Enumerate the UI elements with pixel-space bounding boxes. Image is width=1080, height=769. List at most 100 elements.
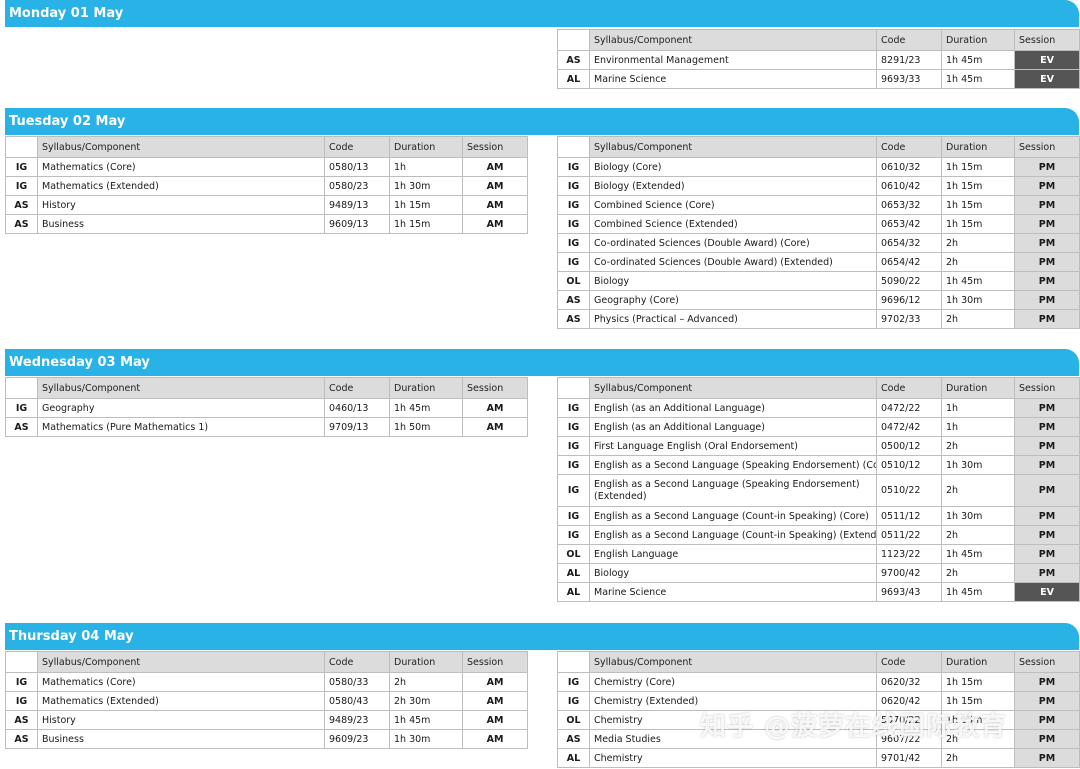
code-header: Code: [876, 136, 942, 158]
table-row: AS Business 9609/23 1h 30m AM: [5, 729, 528, 749]
table-header-row: Syllabus/Component Code Duration Session: [557, 136, 1080, 158]
day-banner-tuesday: Tuesday 02 May: [5, 108, 1079, 135]
session-cell: PM: [1014, 544, 1080, 564]
session-cell: PM: [1014, 436, 1080, 456]
session-header: Session: [462, 136, 528, 158]
table-row: AS Geography (Core) 9696/12 1h 30m PM: [557, 290, 1080, 310]
session-cell: EV: [1014, 582, 1080, 602]
table-row: IG English (as an Additional Language) 047…: [557, 398, 1080, 418]
level-cell: IG: [557, 233, 590, 253]
table-row: OL Chemistry 5070/22 1h 15m PM: [557, 710, 1080, 730]
duration-cell: 1h 15m: [941, 176, 1015, 196]
session-cell: AM: [462, 157, 528, 177]
table-row: IG Mathematics (Extended) 0580/23 1h 30m AM: [5, 176, 528, 196]
subject-cell: Chemistry: [589, 710, 877, 730]
session-cell: AM: [462, 672, 528, 692]
duration-cell: 1h 45m: [941, 271, 1015, 291]
duration-cell: 1h 30m: [389, 729, 463, 749]
code-cell: 0472/22: [876, 398, 942, 418]
duration-cell: 2h 30m: [389, 691, 463, 711]
duration-cell: 1h 45m: [389, 398, 463, 418]
duration-cell: 1h 30m: [941, 506, 1015, 526]
level-cell: AS: [557, 50, 590, 70]
day-banner-wednesday: Wednesday 03 May: [5, 349, 1079, 376]
exam-table: Syllabus/Component Code Duration Session IG B…: [557, 136, 1080, 329]
table-header-row: Syllabus/Component Code Duration Session: [557, 377, 1080, 399]
session-header: Session: [1014, 377, 1080, 399]
subject-cell: Environmental Management: [589, 50, 877, 70]
code-cell: 0654/32: [876, 233, 942, 253]
session-cell: PM: [1014, 506, 1080, 526]
duration-cell: 1h 15m: [389, 195, 463, 215]
session-header: Session: [1014, 136, 1080, 158]
table-row: AL Marine Science 9693/33 1h 45m EV: [557, 69, 1080, 89]
session-cell: AM: [462, 214, 528, 234]
level-cell: IG: [557, 252, 590, 272]
session-cell: PM: [1014, 748, 1080, 768]
level-cell: OL: [557, 271, 590, 291]
subject-cell: Mathematics (Core): [37, 157, 325, 177]
level-cell: AS: [5, 710, 38, 730]
day-banner-monday: Monday 01 May: [5, 0, 1079, 27]
duration-cell: 1h 30m: [941, 455, 1015, 475]
session-cell: AM: [462, 691, 528, 711]
subject-cell: Business: [37, 729, 325, 749]
session-cell: PM: [1014, 563, 1080, 583]
table-row: IG Chemistry (Core) 0620/32 1h 15m PM: [557, 672, 1080, 692]
code-cell: 0510/22: [876, 474, 942, 507]
duration-cell: 1h 15m: [389, 214, 463, 234]
table-row: AS History 9489/23 1h 45m AM: [5, 710, 528, 730]
code-cell: 8291/23: [876, 50, 942, 70]
level-cell: IG: [557, 398, 590, 418]
exam-table: Syllabus/Component Code Duration Session IG G…: [5, 377, 528, 437]
subject-cell: Marine Science: [589, 69, 877, 89]
subject-cell: Geography (Core): [589, 290, 877, 310]
syllabus-header: Syllabus/Component: [589, 29, 877, 51]
table-header-row: Syllabus/Component Code Duration Session: [5, 136, 528, 158]
session-cell: PM: [1014, 233, 1080, 253]
level-cell: AL: [557, 582, 590, 602]
code-cell: 0580/33: [324, 672, 390, 692]
table-header-row: Syllabus/Component Code Duration Session: [5, 651, 528, 673]
table-row: IG Combined Science (Extended) 0653/42 1h 1…: [557, 214, 1080, 234]
level-cell: IG: [5, 157, 38, 177]
duration-cell: 1h: [941, 417, 1015, 437]
code-cell: 0472/42: [876, 417, 942, 437]
level-cell: IG: [5, 176, 38, 196]
duration-cell: 1h 45m: [389, 710, 463, 730]
code-cell: 0511/12: [876, 506, 942, 526]
session-cell: PM: [1014, 455, 1080, 475]
level-cell: AS: [5, 214, 38, 234]
table-row: IG Combined Science (Core) 0653/32 1h 15m PM: [557, 195, 1080, 215]
session-cell: EV: [1014, 50, 1080, 70]
table-header-row: Syllabus/Component Code Duration Session: [557, 651, 1080, 673]
subject-cell: History: [37, 710, 325, 730]
subject-cell: English as a Second Language (Speaking E…: [589, 474, 877, 507]
subject-cell: Biology (Core): [589, 157, 877, 177]
subject-cell: Chemistry (Core): [589, 672, 877, 692]
duration-header: Duration: [941, 29, 1015, 51]
exam-table: Syllabus/Component Code Duration Session IG M…: [5, 651, 528, 749]
subject-cell: Marine Science: [589, 582, 877, 602]
code-cell: 0610/32: [876, 157, 942, 177]
code-cell: 0653/42: [876, 214, 942, 234]
table-row: AL Biology 9700/42 2h PM: [557, 563, 1080, 583]
level-header: [5, 651, 38, 673]
session-cell: PM: [1014, 214, 1080, 234]
subject-cell: English as a Second Language (Count-in S…: [589, 506, 877, 526]
table-row: IG English as a Second Language (Count-in…: [557, 525, 1080, 545]
syllabus-header: Syllabus/Component: [589, 377, 877, 399]
table-row: IG Co-ordinated Sciences (Double Award) (…: [557, 252, 1080, 272]
session-cell: PM: [1014, 195, 1080, 215]
subject-cell: Mathematics (Extended): [37, 176, 325, 196]
code-cell: 9489/13: [324, 195, 390, 215]
subject-cell: Combined Science (Core): [589, 195, 877, 215]
subject-cell: Biology: [589, 271, 877, 291]
subject-cell: Mathematics (Core): [37, 672, 325, 692]
code-cell: 0500/12: [876, 436, 942, 456]
session-header: Session: [1014, 651, 1080, 673]
table-row: AL Marine Science 9693/43 1h 45m EV: [557, 582, 1080, 602]
code-cell: 9693/43: [876, 582, 942, 602]
duration-cell: 2h: [941, 525, 1015, 545]
code-cell: 0620/32: [876, 672, 942, 692]
